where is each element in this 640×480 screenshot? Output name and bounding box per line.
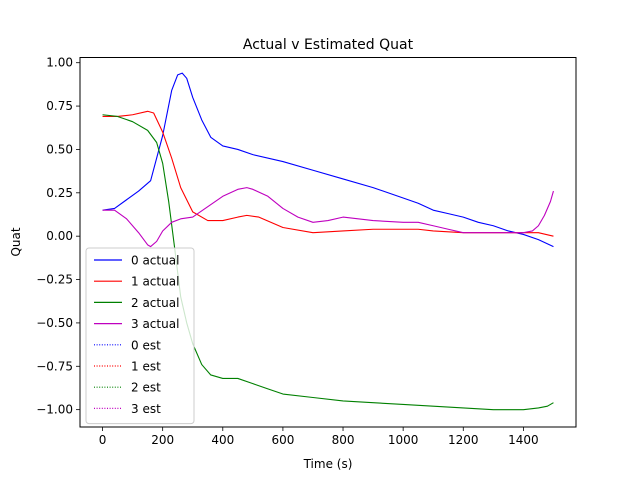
legend-label: 1 actual [131,275,179,289]
y-tick-label: 0.00 [46,229,73,243]
legend-label: 2 est [131,381,161,395]
y-tick-label: 0.75 [46,99,73,113]
y-tick-label: −0.75 [36,359,73,373]
legend-label: 3 actual [131,317,179,331]
y-tick-label: 1.00 [46,56,73,70]
y-tick-label: −0.25 [36,273,73,287]
legend-label: 0 est [131,338,161,352]
x-tick-label: 400 [211,433,234,447]
series-line-0 [102,72,554,248]
series-line-2 [102,114,554,411]
x-tick-label: 1400 [508,433,539,447]
legend-label: 3 est [131,402,161,416]
series-line-1 [102,110,554,237]
x-tick-label: 200 [151,433,174,447]
y-axis: −1.00 −0.75 −0.50 −0.25 0.00 0.25 0.50 0.75 1.00 [36,56,80,417]
x-tick-label: 1000 [388,433,419,447]
y-axis-label: Quat [9,227,23,256]
chart-title: Actual v Estimated Quat [243,37,414,53]
y-tick-label: 0.50 [46,142,73,156]
x-tick-label: 0 [99,433,107,447]
x-axis-label: Time (s) [303,457,353,471]
x-axis: 0 200 400 600 800 1000 1200 1400 [99,427,539,447]
legend-label: 0 actual [131,254,179,268]
series-line-3 [102,187,554,248]
legend: 0 actual 1 actual 2 actual 3 actual 0 est 1 e… [85,247,195,425]
y-tick-label: −0.50 [36,316,73,330]
legend-label: 2 actual [131,296,179,310]
legend-label: 1 est [131,360,161,374]
x-tick-label: 600 [271,433,294,447]
plot-frame [79,57,577,428]
y-tick-label: 0.25 [46,186,73,200]
legend-box [85,247,195,425]
y-tick-label: −1.00 [36,403,73,417]
x-tick-label: 800 [332,433,355,447]
x-tick-label: 1200 [448,433,479,447]
plot-lines [102,72,554,411]
